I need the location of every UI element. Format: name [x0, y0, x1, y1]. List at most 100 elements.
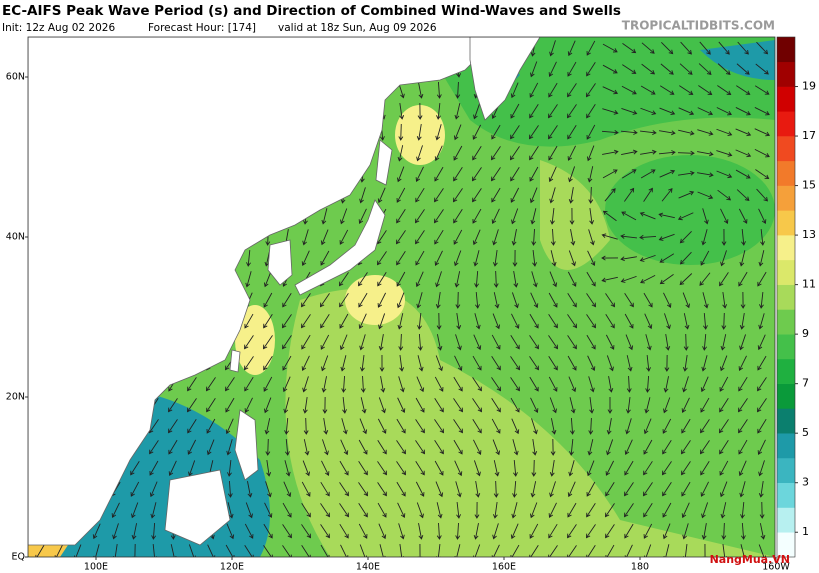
wave-arrow	[660, 63, 674, 75]
wave-arrow	[358, 503, 368, 518]
lon-label: 160W	[762, 562, 790, 573]
wave-arrow	[698, 63, 712, 75]
wave-arrow	[92, 523, 101, 540]
wave-arrow	[720, 208, 729, 224]
wave-arrow	[453, 419, 463, 434]
wave-arrow	[472, 377, 482, 392]
wave-arrow	[472, 418, 482, 434]
wave-arrow	[340, 439, 349, 456]
wave-arrow	[339, 460, 349, 476]
wave-arrow	[301, 293, 311, 308]
colorbar-bin	[777, 457, 795, 484]
wave-arrow	[529, 335, 539, 350]
wave-arrow	[759, 523, 766, 540]
wave-arrow	[548, 125, 558, 140]
wave-arrow	[320, 314, 330, 329]
wave-arrow	[492, 502, 498, 519]
wave-arrow	[643, 418, 652, 435]
colorbar-bin	[777, 111, 795, 137]
wave-arrow	[659, 274, 674, 285]
colorbar-label: 1	[802, 525, 809, 538]
wave-arrow	[607, 396, 613, 414]
wave-arrow	[758, 208, 767, 225]
wave-arrow	[567, 40, 576, 57]
wave-arrow	[341, 418, 348, 435]
colorbar-bin	[777, 334, 795, 360]
colorbar-bin	[777, 160, 795, 186]
wave-arrow	[435, 124, 442, 141]
wave-arrow	[358, 523, 368, 539]
wave-arrow	[513, 271, 519, 288]
colorbar-label: 11	[802, 278, 816, 291]
wave-arrow	[112, 544, 118, 557]
wave-arrow	[624, 313, 634, 329]
wave-arrow	[759, 501, 765, 519]
wave-arrow	[510, 103, 520, 119]
wave-arrow	[625, 334, 634, 351]
wave-arrow	[701, 523, 707, 540]
wave-arrow	[322, 396, 328, 414]
wave-arrow	[754, 148, 770, 158]
wave-arrow	[301, 314, 311, 329]
wave-arrow	[301, 524, 312, 539]
wave-arrow	[548, 523, 558, 539]
wave-arrow	[754, 85, 770, 95]
wave-arrow	[245, 271, 252, 288]
wave-arrow	[620, 275, 637, 283]
colorbar-bin	[777, 235, 795, 261]
wave-arrow	[624, 439, 633, 456]
lat-label: 20N	[6, 392, 25, 403]
wave-arrow	[434, 419, 445, 434]
wave-arrow	[472, 167, 482, 182]
wave-arrow	[491, 124, 501, 140]
wave-arrow	[416, 502, 424, 519]
wave-arrow	[493, 292, 500, 309]
wave-arrow	[491, 377, 502, 392]
wave-arrow	[530, 502, 538, 519]
wave-arrow	[625, 418, 632, 435]
wave-arrow	[621, 108, 638, 115]
wave-arrow	[415, 397, 425, 413]
wave-arrow	[700, 440, 710, 455]
wave-arrow	[415, 230, 425, 245]
valid-time: valid at 18z Sun, Aug 09 2026	[278, 22, 437, 34]
wave-arrow	[492, 523, 499, 540]
field-dark	[605, 155, 775, 265]
wave-arrow	[262, 335, 273, 350]
wave-arrow	[702, 333, 707, 351]
colorbar-label: 5	[802, 426, 809, 439]
wave-arrow	[602, 86, 619, 95]
wave-arrow	[550, 438, 556, 456]
colorbar-frame	[776, 36, 796, 558]
wave-arrow	[301, 355, 310, 372]
wave-arrow	[758, 460, 765, 477]
wave-arrow	[586, 545, 596, 557]
wave-arrow	[339, 229, 349, 245]
wave-arrow	[586, 334, 596, 350]
wave-arrow	[605, 481, 615, 497]
wave-arrow	[643, 461, 653, 476]
wave-arrow	[130, 461, 140, 476]
wave-arrow	[605, 293, 615, 308]
wave-arrow	[396, 461, 406, 476]
wave-arrow	[681, 481, 691, 497]
wave-arrow	[567, 124, 577, 140]
wave-arrow	[263, 545, 273, 557]
wave-arrow	[601, 276, 618, 283]
wave-arrow	[529, 356, 539, 371]
wave-arrow	[586, 481, 596, 497]
wave-arrow	[244, 523, 254, 539]
wave-arrow	[282, 355, 292, 371]
wave-arrow	[661, 42, 674, 55]
wave-arrow	[683, 333, 689, 351]
wave-arrow	[639, 234, 657, 240]
wave-arrow	[436, 81, 442, 99]
wave-arrow	[589, 208, 595, 225]
wave-arrow	[659, 253, 675, 263]
wave-arrow	[548, 82, 558, 98]
wave-arrow	[358, 272, 368, 287]
wave-arrow	[396, 209, 406, 224]
wave-arrow	[702, 292, 709, 309]
